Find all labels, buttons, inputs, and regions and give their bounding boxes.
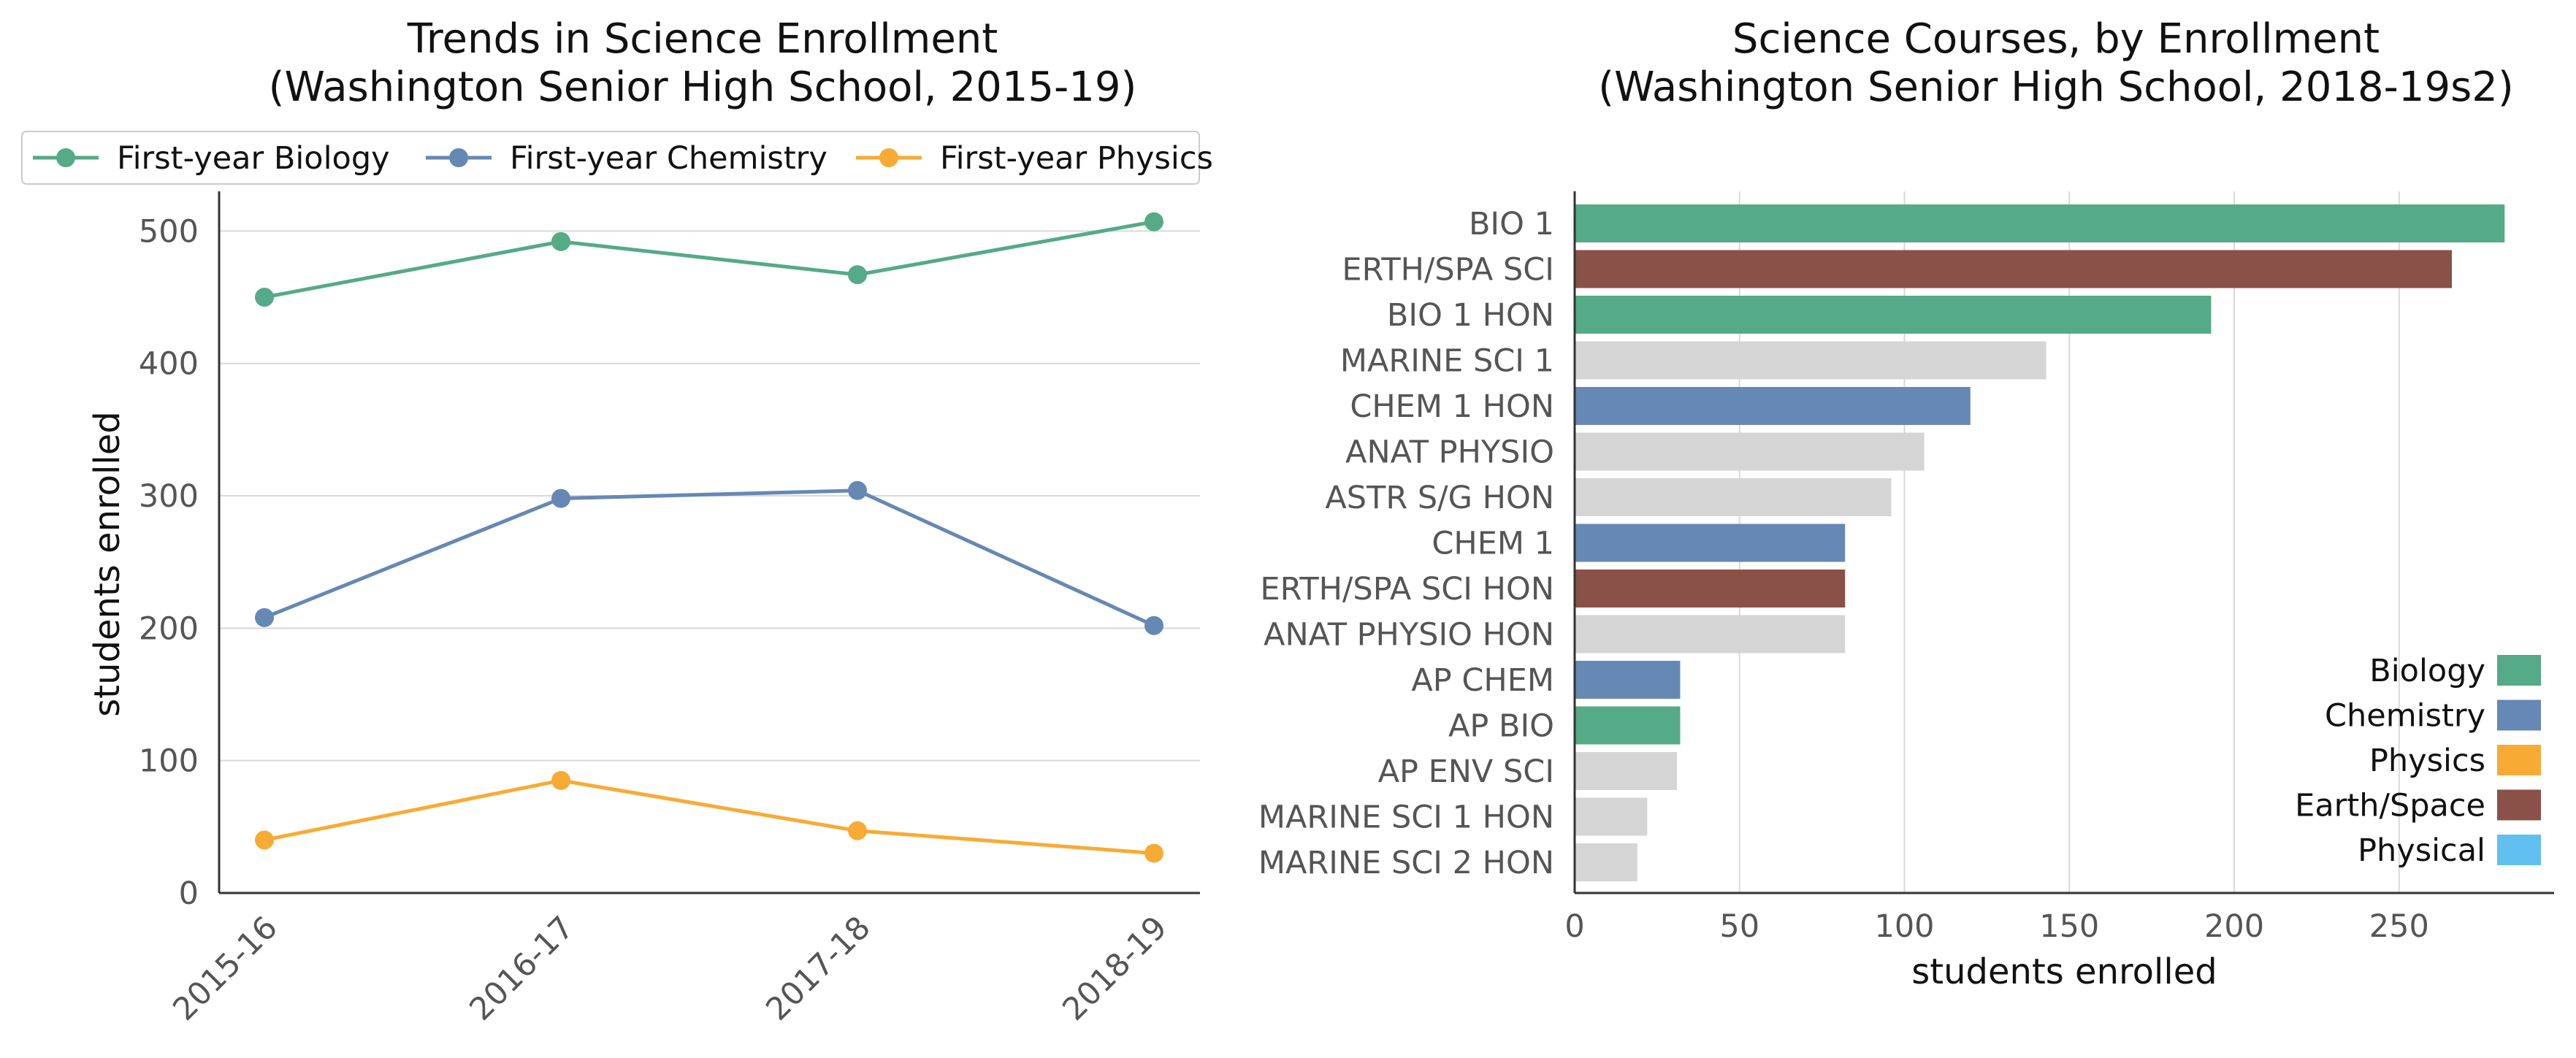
legend-marker: [56, 148, 75, 167]
legend-marker: [879, 148, 898, 167]
bar: [1575, 296, 2212, 334]
category-label: ERTH/SPA SCI: [1342, 252, 1554, 288]
legend-swatch: [2497, 789, 2541, 821]
data-point: [1144, 212, 1163, 231]
legend-frame: [21, 131, 1200, 185]
bar: [1575, 570, 1846, 607]
category-label: MARINE SCI 1: [1340, 343, 1554, 380]
legend-label: Biology: [2369, 653, 2485, 689]
data-point: [255, 288, 274, 307]
y-tick-label: 200: [139, 610, 199, 647]
legend-label: Earth/Space: [2295, 788, 2485, 824]
legend-label: First-year Physics: [940, 140, 1213, 177]
data-point: [848, 821, 867, 840]
y-tick-label: 500: [139, 213, 199, 250]
legend-swatch: [2497, 745, 2541, 775]
legend-swatch: [2497, 835, 2541, 865]
x-tick-label: 0: [1564, 908, 1584, 945]
right-chart-title-line1: Science Courses, by Enrollment: [1732, 15, 2380, 63]
data-point: [551, 231, 570, 251]
bar: [1575, 661, 1681, 699]
legend-swatch: [2497, 699, 2541, 731]
y-tick-label: 400: [139, 346, 199, 383]
category-label: MARINE SCI 2 HON: [1258, 845, 1554, 881]
series-line: [264, 488, 1155, 628]
x-tick-label: 2016-17: [462, 909, 581, 1027]
y-tick-label: 100: [139, 743, 199, 780]
category-label: CHEM 1: [1432, 526, 1554, 562]
data-point: [1144, 843, 1163, 863]
legend-marker: [449, 148, 468, 167]
bar: [1575, 250, 2453, 288]
x-axis-label: students enrolled: [1911, 951, 2217, 992]
category-label: AP CHEM: [1411, 662, 1554, 699]
y-tick-label: 300: [139, 478, 199, 515]
x-tick-label: 2015-16: [166, 909, 284, 1027]
bar: [1575, 615, 1846, 653]
bar: [1575, 432, 1925, 471]
category-label: ANAT PHYSIO HON: [1264, 617, 1554, 653]
bar: [1575, 341, 2046, 380]
x-tick-label: 2018-19: [1055, 909, 1174, 1027]
x-tick-label: 50: [1719, 908, 1759, 945]
category-label: BIO 1 HON: [1387, 297, 1554, 334]
x-tick-label: 2017-18: [759, 909, 877, 1027]
legend-label: First-year Chemistry: [510, 140, 828, 177]
data-point: [848, 480, 867, 500]
bar: [1575, 797, 1648, 836]
bar-chart-legend: Biology Chemistry Physics Earth/Space Physic…: [2295, 653, 2541, 869]
bar: [1575, 752, 1677, 790]
data-point: [1144, 616, 1163, 635]
category-label: ANAT PHYSIO: [1345, 434, 1554, 471]
category-label: AP ENV SCI: [1378, 754, 1554, 790]
category-label: BIO 1: [1469, 206, 1554, 242]
bar: [1575, 843, 1637, 881]
data-point: [551, 770, 570, 790]
bar: [1575, 524, 1846, 562]
category-label: ERTH/SPA SCI HON: [1260, 571, 1554, 607]
bar-chart: BIO 1 ERTH/SPA SCI BIO 1 HON MARINE SCI 1 CH…: [1258, 191, 2554, 992]
line-chart-legend: First-year Biology First-year Chemistry Fi…: [21, 131, 1213, 185]
legend-swatch: [2497, 655, 2541, 686]
x-tick-label: 150: [2039, 908, 2099, 945]
series-line: [264, 778, 1155, 856]
line-chart: 0 100 200 300 400 500 2015-16 2016-17 2017-18 201…: [21, 131, 1213, 1028]
x-tick-label: 250: [2369, 908, 2429, 945]
legend-label: First-year Biology: [117, 140, 390, 177]
category-label: ASTR S/G HON: [1325, 480, 1554, 516]
y-tick-label: 0: [179, 875, 199, 912]
series-line: [264, 220, 1155, 299]
bar: [1575, 478, 1892, 516]
legend-label: Physical: [2358, 832, 2485, 869]
data-point: [255, 607, 274, 627]
category-label: CHEM 1 HON: [1350, 388, 1554, 425]
x-tick-label: 100: [1874, 908, 1934, 945]
category-label: MARINE SCI 1 HON: [1258, 800, 1554, 836]
bar: [1575, 204, 2505, 242]
x-tick-label: 200: [2204, 908, 2264, 945]
y-axis-label: students enrolled: [87, 411, 128, 716]
right-chart-title-line2: (Washington Senior High School, 2018-19s…: [1598, 64, 2514, 111]
bar: [1575, 706, 1681, 745]
legend-label: Physics: [2369, 743, 2485, 779]
left-chart-title-line1: Trends in Science Enrollment: [407, 15, 998, 63]
bar: [1575, 387, 1971, 425]
legend-label: Chemistry: [2325, 698, 2485, 735]
data-point: [255, 830, 274, 850]
category-label: AP BIO: [1448, 708, 1554, 745]
left-chart-title-line2: (Washington Senior High School, 2015-19): [269, 64, 1137, 111]
data-point: [551, 488, 570, 508]
data-point: [848, 265, 867, 285]
